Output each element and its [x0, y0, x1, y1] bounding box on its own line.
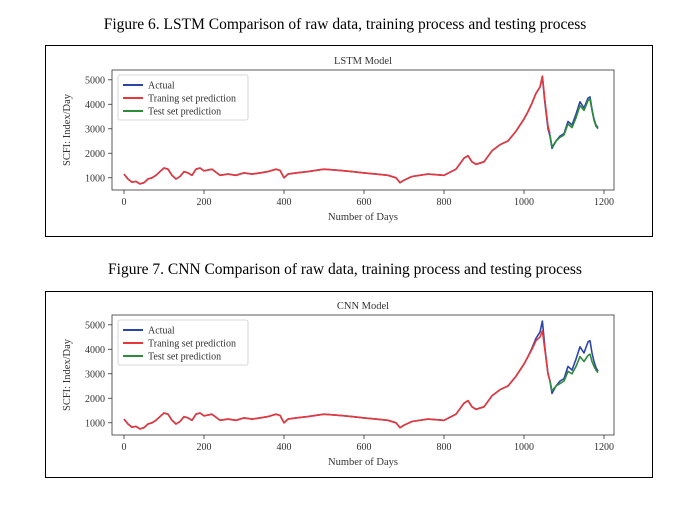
series-line-2	[549, 98, 599, 148]
y-tick-label: 1000	[85, 418, 105, 429]
legend-label: Traning set prediction	[148, 339, 236, 350]
x-tick-label: 0	[122, 197, 127, 208]
x-axis-label: Number of Days	[328, 212, 398, 223]
y-tick-label: 5000	[85, 320, 105, 331]
legend-label: Test set prediction	[148, 352, 221, 363]
y-axis-label: SCFI: Index/Day	[62, 338, 73, 411]
plot-area-frame	[111, 69, 615, 191]
x-tick-label: 1000	[514, 442, 534, 453]
y-tick-label: 3000	[85, 369, 105, 380]
figure-7-frame: CNN Model 0 200 400 600 800 1000 1200 1000 2000 30…	[45, 291, 653, 478]
x-tick-label: 600	[357, 442, 372, 453]
x-tick-label: 800	[437, 442, 452, 453]
x-tick-label: 1000	[514, 197, 534, 208]
x-axis-label: Number of Days	[328, 457, 398, 468]
cnn-chart: CNN Model 0 200 400 600 800 1000 1200 1000 2000 30…	[62, 301, 615, 468]
x-tick-label: 800	[437, 197, 452, 208]
series-line-1	[123, 330, 551, 430]
series-line-1	[123, 75, 551, 185]
legend-label: Traning set prediction	[148, 94, 236, 105]
y-tick-label: 1000	[85, 173, 105, 184]
y-tick-label: 2000	[85, 394, 105, 405]
plot-area-frame	[111, 314, 615, 436]
x-tick-label: 1200	[594, 197, 614, 208]
x-tick-label: 400	[277, 442, 292, 453]
x-tick-label: 600	[357, 197, 372, 208]
y-axis-label: SCFI: Index/Day	[62, 93, 73, 166]
x-tick-label: 1200	[594, 442, 614, 453]
legend-label: Actual	[148, 81, 175, 92]
x-tick-label: 200	[197, 197, 212, 208]
legend-label: Test set prediction	[148, 107, 221, 118]
x-tick-label: 0	[122, 442, 127, 453]
series-line-2	[549, 353, 599, 392]
legend-label: Actual	[148, 326, 175, 337]
y-tick-label: 5000	[85, 75, 105, 86]
x-tick-label: 200	[197, 442, 212, 453]
chart-title: LSTM Model	[334, 56, 392, 67]
y-tick-label: 3000	[85, 124, 105, 135]
y-tick-label: 4000	[85, 345, 105, 356]
figure-7-caption: Figure 7. CNN Comparison of raw data, tr…	[108, 261, 582, 278]
x-tick-label: 400	[277, 197, 292, 208]
figure-6-frame: LSTM Model 0 200 400 600 800 1000 1200 1000 2000 3…	[45, 45, 653, 237]
chart-title: CNN Model	[337, 301, 389, 312]
figure-6-caption: Figure 6. LSTM Comparison of raw data, t…	[103, 16, 587, 33]
y-tick-label: 4000	[85, 100, 105, 111]
legend-box	[117, 319, 249, 366]
lstm-chart: LSTM Model 0 200 400 600 800 1000 1200 1000 2000 3…	[62, 56, 615, 223]
y-tick-label: 2000	[85, 149, 105, 160]
legend-box	[117, 74, 249, 121]
